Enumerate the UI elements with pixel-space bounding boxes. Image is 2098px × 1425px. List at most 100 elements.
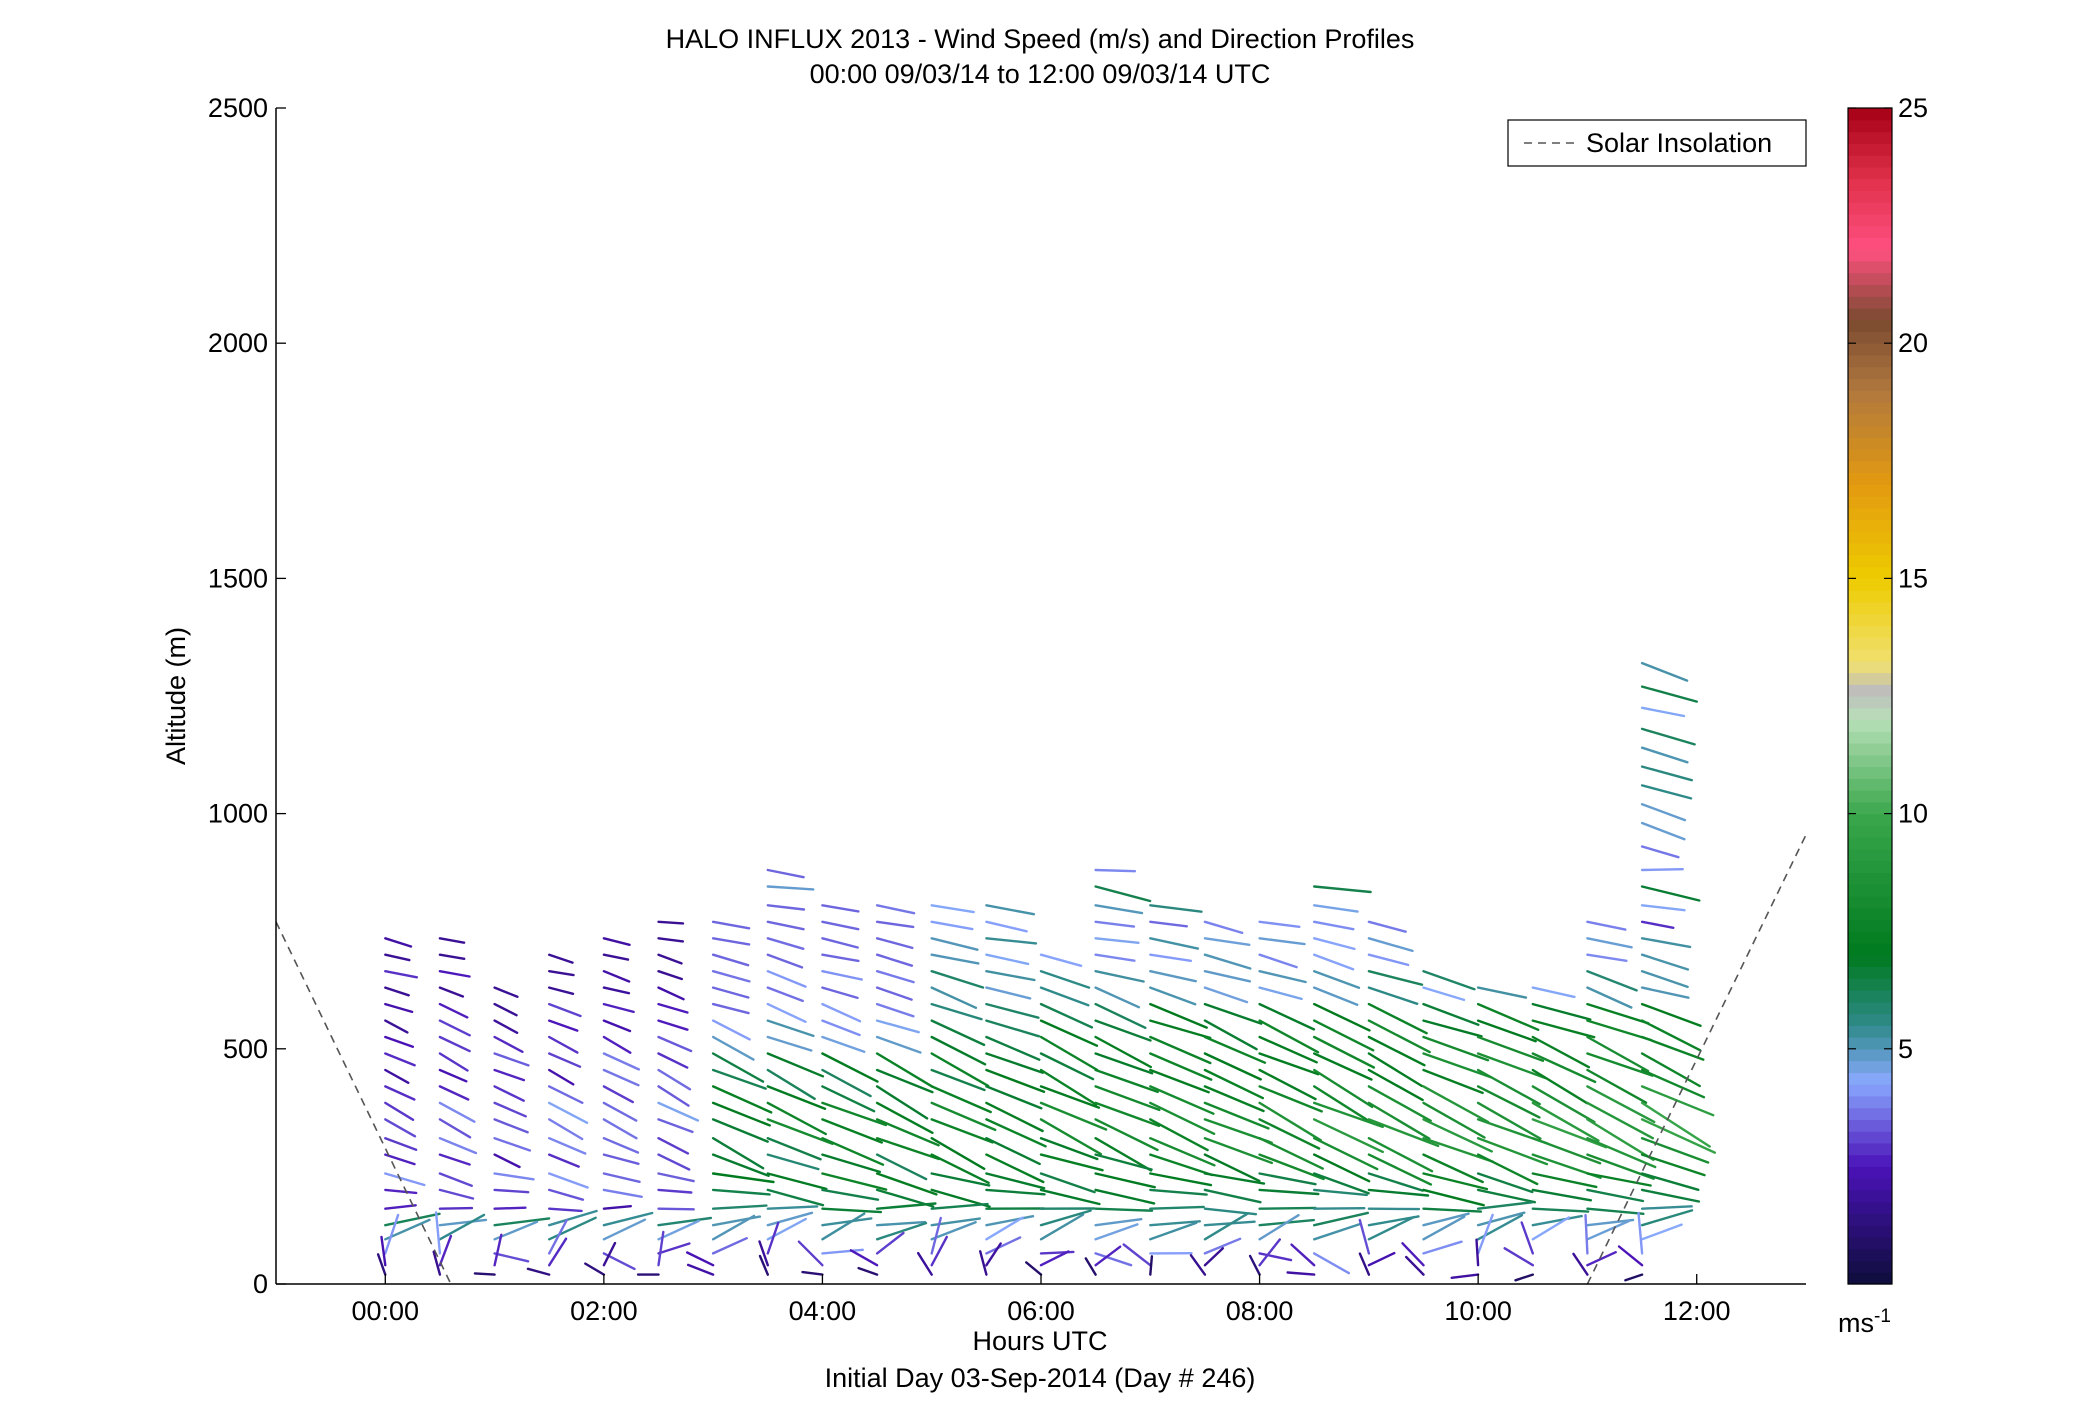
wind-arrow (1404, 1255, 1425, 1276)
wind-arrow (1367, 1052, 1424, 1088)
colorbar-segment (1848, 472, 1892, 485)
wind-arrow (1094, 1118, 1159, 1152)
wind-arrow (473, 1272, 496, 1276)
wind-arrow (1258, 937, 1306, 946)
wind-arrow (1312, 970, 1361, 989)
wind-arrow (384, 937, 413, 948)
wind-arrow (602, 1068, 640, 1087)
wind-arrow (766, 1035, 813, 1052)
wind-arrow (1640, 1002, 1702, 1028)
wind-arrow (875, 986, 913, 1001)
wind-arrow (657, 986, 685, 1001)
wind-arrow (1203, 1247, 1225, 1267)
wind-arrow (875, 1101, 934, 1135)
wind-arrow (548, 1085, 584, 1105)
wind-arrow (766, 1153, 820, 1171)
wind-arrow (1367, 1035, 1426, 1067)
wind-arrow (1149, 1052, 1213, 1081)
x-tick-label: 12:00 (1663, 1296, 1731, 1326)
colorbar-segment (1848, 1178, 1892, 1191)
wind-arrow (1476, 1052, 1547, 1080)
wind-arrow (438, 1068, 468, 1083)
wind-arrow (1476, 1153, 1539, 1186)
colorbar-segment (1848, 884, 1892, 897)
colorbar-segment (1848, 637, 1892, 650)
wind-arrow (438, 1035, 471, 1053)
wind-arrow (766, 868, 805, 879)
wind-arrow (1203, 1068, 1265, 1100)
wind-arrow (1422, 1035, 1490, 1062)
colorbar-segment (1848, 919, 1892, 932)
wind-arrow (711, 970, 751, 983)
wind-arrow (1586, 1188, 1645, 1203)
wind-arrow (1149, 1068, 1210, 1094)
wind-arrow (758, 1240, 769, 1267)
wind-arrow (985, 1068, 1046, 1094)
wind-arrow (1531, 1188, 1593, 1202)
wind-arrow (1039, 970, 1091, 989)
wind-arrow (930, 937, 979, 951)
wind-arrow (1367, 1251, 1396, 1267)
wind-arrow (602, 1085, 634, 1104)
wind-arrow (1312, 937, 1356, 951)
colorbar-segment (1848, 1131, 1892, 1144)
wind-arrow (1149, 904, 1203, 913)
wind-arrow (930, 970, 985, 989)
wind-arrow (1094, 986, 1141, 1009)
colorbar-segment (1848, 296, 1892, 309)
wind-arrow (930, 1153, 990, 1185)
wind-arrow (384, 986, 410, 997)
wind-arrow (1358, 1252, 1371, 1276)
wind-arrow (548, 1118, 584, 1141)
wind-arrow (1203, 1211, 1250, 1241)
wind-arrow (548, 1136, 587, 1155)
wind-arrow (1624, 1273, 1644, 1282)
wind-arrow (1203, 953, 1252, 970)
wind-arrow (1258, 986, 1303, 1001)
wind-arrow (1640, 1118, 1717, 1154)
wind-arrow (1640, 685, 1699, 703)
colorbar-segment (1848, 331, 1892, 344)
wind-arrow (1149, 953, 1193, 962)
wind-arrow (766, 1085, 827, 1111)
wind-arrow (1258, 1136, 1324, 1170)
wind-arrow (1640, 1019, 1702, 1052)
wind-arrow (930, 1235, 948, 1267)
wind-arrow (1367, 986, 1419, 1005)
colorbar-segment (1848, 1107, 1892, 1120)
colorbar-segment (1848, 978, 1892, 991)
wind-arrow (1312, 1136, 1379, 1171)
colorbar-segment (1848, 848, 1892, 862)
wind-arrow (1476, 1085, 1541, 1119)
wind-arrow (930, 1216, 942, 1255)
wind-arrow (1290, 1243, 1316, 1267)
wind-arrow (1039, 1136, 1099, 1161)
wind-arrow (930, 1101, 997, 1132)
wind-arrow (602, 1172, 641, 1184)
wind-arrow (602, 1035, 632, 1054)
wind-arrow (548, 1218, 568, 1255)
wind-arrow (766, 1136, 822, 1161)
colorbar-segment (1848, 966, 1892, 979)
wind-arrow (1586, 1172, 1652, 1187)
wind-arrow (1586, 1085, 1656, 1124)
wind-arrow (930, 986, 978, 1009)
colorbar-segment (1848, 249, 1892, 262)
wind-arrow (930, 1068, 986, 1092)
wind-arrow (985, 1236, 1022, 1255)
wind-arrow (493, 1206, 527, 1210)
wind-arrow (438, 1213, 486, 1241)
wind-arrow (875, 1035, 922, 1054)
wind-arrow (1122, 1243, 1152, 1267)
wind-arrow (1312, 1085, 1373, 1124)
colorbar-segment (1848, 213, 1892, 227)
wind-arrow (548, 1101, 589, 1125)
wind-arrow (1640, 1035, 1705, 1061)
solar-insolation-line (276, 921, 452, 1284)
wind-arrow (766, 1118, 834, 1146)
x-tick-label: 04:00 (789, 1296, 857, 1326)
colorbar-segment (1848, 837, 1892, 850)
wind-arrow (1094, 1217, 1143, 1227)
wind-arrow (1203, 1101, 1270, 1130)
wind-arrow (1367, 1136, 1434, 1173)
